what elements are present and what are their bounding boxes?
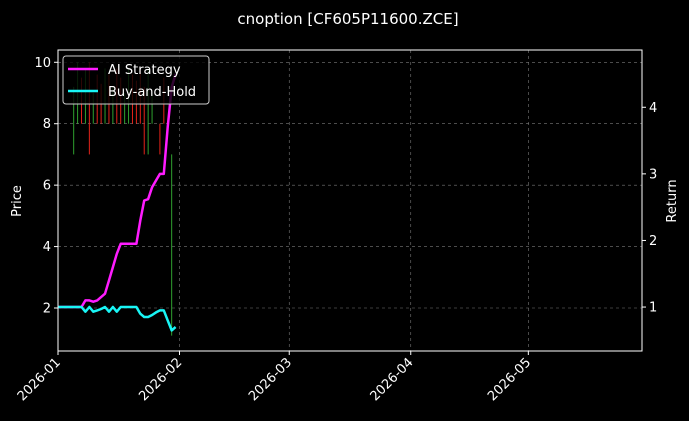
y-axis-label: Price [10,185,25,217]
y2-tick-label: 3 [649,167,657,182]
legend: AI Strategy Buy-and-Hold [62,55,210,105]
series-line-buy-and-hold [58,305,177,332]
y-tick-label: 4 [43,240,51,255]
legend-label-ai-strategy: AI Strategy [108,63,181,78]
plot-frame [57,49,643,352]
y-tick-label: 6 [43,179,51,194]
legend-label-buy-and-hold: Buy-and-Hold [108,85,196,100]
y-tick-label: 8 [43,117,51,132]
y2-axis-label: Return [665,179,680,222]
y2-tick-label: 2 [649,234,657,249]
y-tick-label: 10 [34,56,51,71]
legend-box [62,55,210,105]
series-lines [58,73,177,332]
y2-tick-label: 1 [649,301,657,316]
y-tick-label: 2 [43,302,51,317]
y2-tick-label: 4 [649,101,657,116]
chart-title: cnoption [CF605P11600.ZCE] [237,10,458,28]
